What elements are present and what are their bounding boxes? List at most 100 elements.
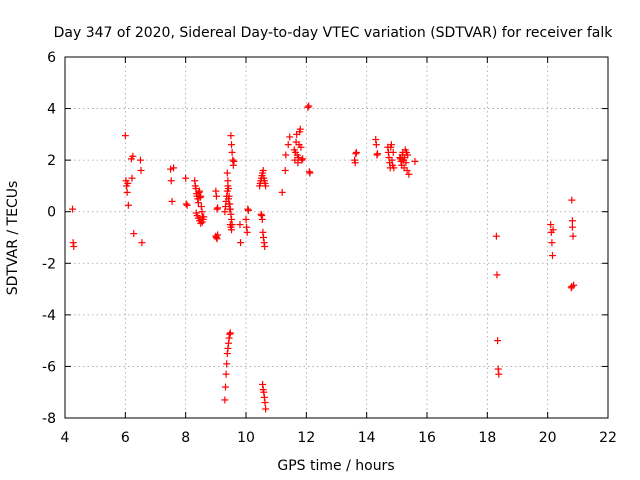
data-point — [402, 159, 410, 167]
y-axis-label: SDTVAR / TECUs — [5, 181, 21, 296]
data-point — [262, 405, 270, 413]
data-point — [387, 141, 395, 149]
data-point — [170, 164, 178, 172]
data-point — [258, 215, 266, 223]
data-point — [168, 197, 176, 205]
data-point — [196, 187, 204, 195]
data-point — [212, 192, 220, 200]
data-point — [352, 148, 360, 156]
data-point — [403, 166, 411, 174]
data-point — [494, 365, 502, 373]
data-point — [138, 239, 146, 247]
data-point — [228, 226, 236, 234]
data-point — [228, 215, 236, 223]
data-point — [495, 370, 503, 378]
data-point — [568, 217, 576, 225]
x-tick-label: 10 — [237, 430, 255, 446]
data-point — [260, 388, 268, 396]
data-point — [137, 166, 145, 174]
data-point — [221, 396, 229, 404]
data-point — [223, 169, 231, 177]
data-point — [243, 228, 251, 236]
data-point — [198, 218, 206, 226]
x-tick-label: 20 — [539, 430, 557, 446]
x-tick-label: 16 — [418, 430, 436, 446]
data-point — [124, 201, 132, 209]
data-point — [229, 156, 237, 164]
data-point — [243, 223, 251, 231]
x-tick-label: 6 — [121, 430, 130, 446]
data-point — [372, 136, 380, 144]
x-tick-label: 4 — [61, 430, 70, 446]
data-point — [260, 393, 268, 401]
data-point — [299, 155, 307, 163]
data-point — [257, 210, 265, 218]
data-point — [227, 210, 235, 218]
data-point — [298, 156, 306, 164]
data-point — [225, 195, 233, 203]
data-point — [128, 174, 136, 182]
data-point — [493, 271, 501, 279]
data-point — [374, 150, 382, 158]
data-point — [226, 205, 234, 213]
data-point — [129, 152, 137, 160]
data-point — [373, 151, 381, 159]
y-tick-label: -4 — [42, 308, 56, 324]
data-point — [191, 177, 199, 185]
y-tick-label: -8 — [42, 411, 56, 427]
data-point — [568, 282, 576, 290]
data-point — [197, 192, 205, 200]
data-point — [286, 133, 294, 141]
data-point — [225, 200, 233, 208]
data-point — [296, 125, 304, 133]
x-tick-labels: 4 6 8 10 12 14 16 18 20 22 — [61, 430, 617, 446]
data-point — [198, 208, 206, 216]
data-point — [547, 221, 555, 229]
data-point — [223, 360, 231, 368]
plot-axes — [64, 56, 609, 419]
data-point — [262, 182, 270, 190]
data-point — [228, 141, 236, 149]
data-point — [259, 380, 267, 388]
data-point — [224, 182, 232, 190]
data-point — [167, 177, 175, 185]
data-point — [258, 212, 266, 220]
data-point — [213, 205, 221, 213]
data-point — [568, 223, 576, 231]
data-point — [230, 157, 238, 165]
data-point — [200, 213, 208, 221]
data-point — [223, 350, 231, 358]
chart-title: Day 347 of 2020, Sidereal Day-to-day VTE… — [54, 25, 614, 41]
data-point — [297, 143, 305, 151]
x-tick-label: 12 — [297, 430, 315, 446]
data-point — [548, 239, 556, 247]
data-point — [123, 188, 131, 196]
data-point — [221, 383, 229, 391]
data-point — [70, 243, 78, 251]
data-point — [194, 199, 202, 207]
x-tick-label: 18 — [478, 430, 496, 446]
data-point — [405, 170, 413, 178]
data-point — [236, 221, 244, 229]
data-point — [259, 166, 267, 174]
data-point — [281, 166, 289, 174]
data-point — [197, 219, 205, 227]
data-point — [229, 161, 237, 169]
data-point — [121, 132, 129, 140]
data-point — [221, 208, 229, 216]
data-point — [372, 141, 380, 149]
data-point — [404, 151, 412, 159]
data-point — [305, 168, 313, 176]
y-tick-label: 2 — [47, 153, 56, 169]
data-point — [223, 187, 231, 195]
data-point — [182, 200, 190, 208]
x-tick-label: 8 — [181, 430, 190, 446]
data-point — [549, 226, 557, 234]
plot-frame — [64, 56, 609, 419]
data-point — [294, 159, 302, 167]
data-point — [136, 156, 144, 164]
data-point — [224, 344, 232, 352]
data-point — [227, 132, 235, 140]
data-point — [306, 169, 314, 177]
y-tick-label: 0 — [47, 205, 56, 221]
